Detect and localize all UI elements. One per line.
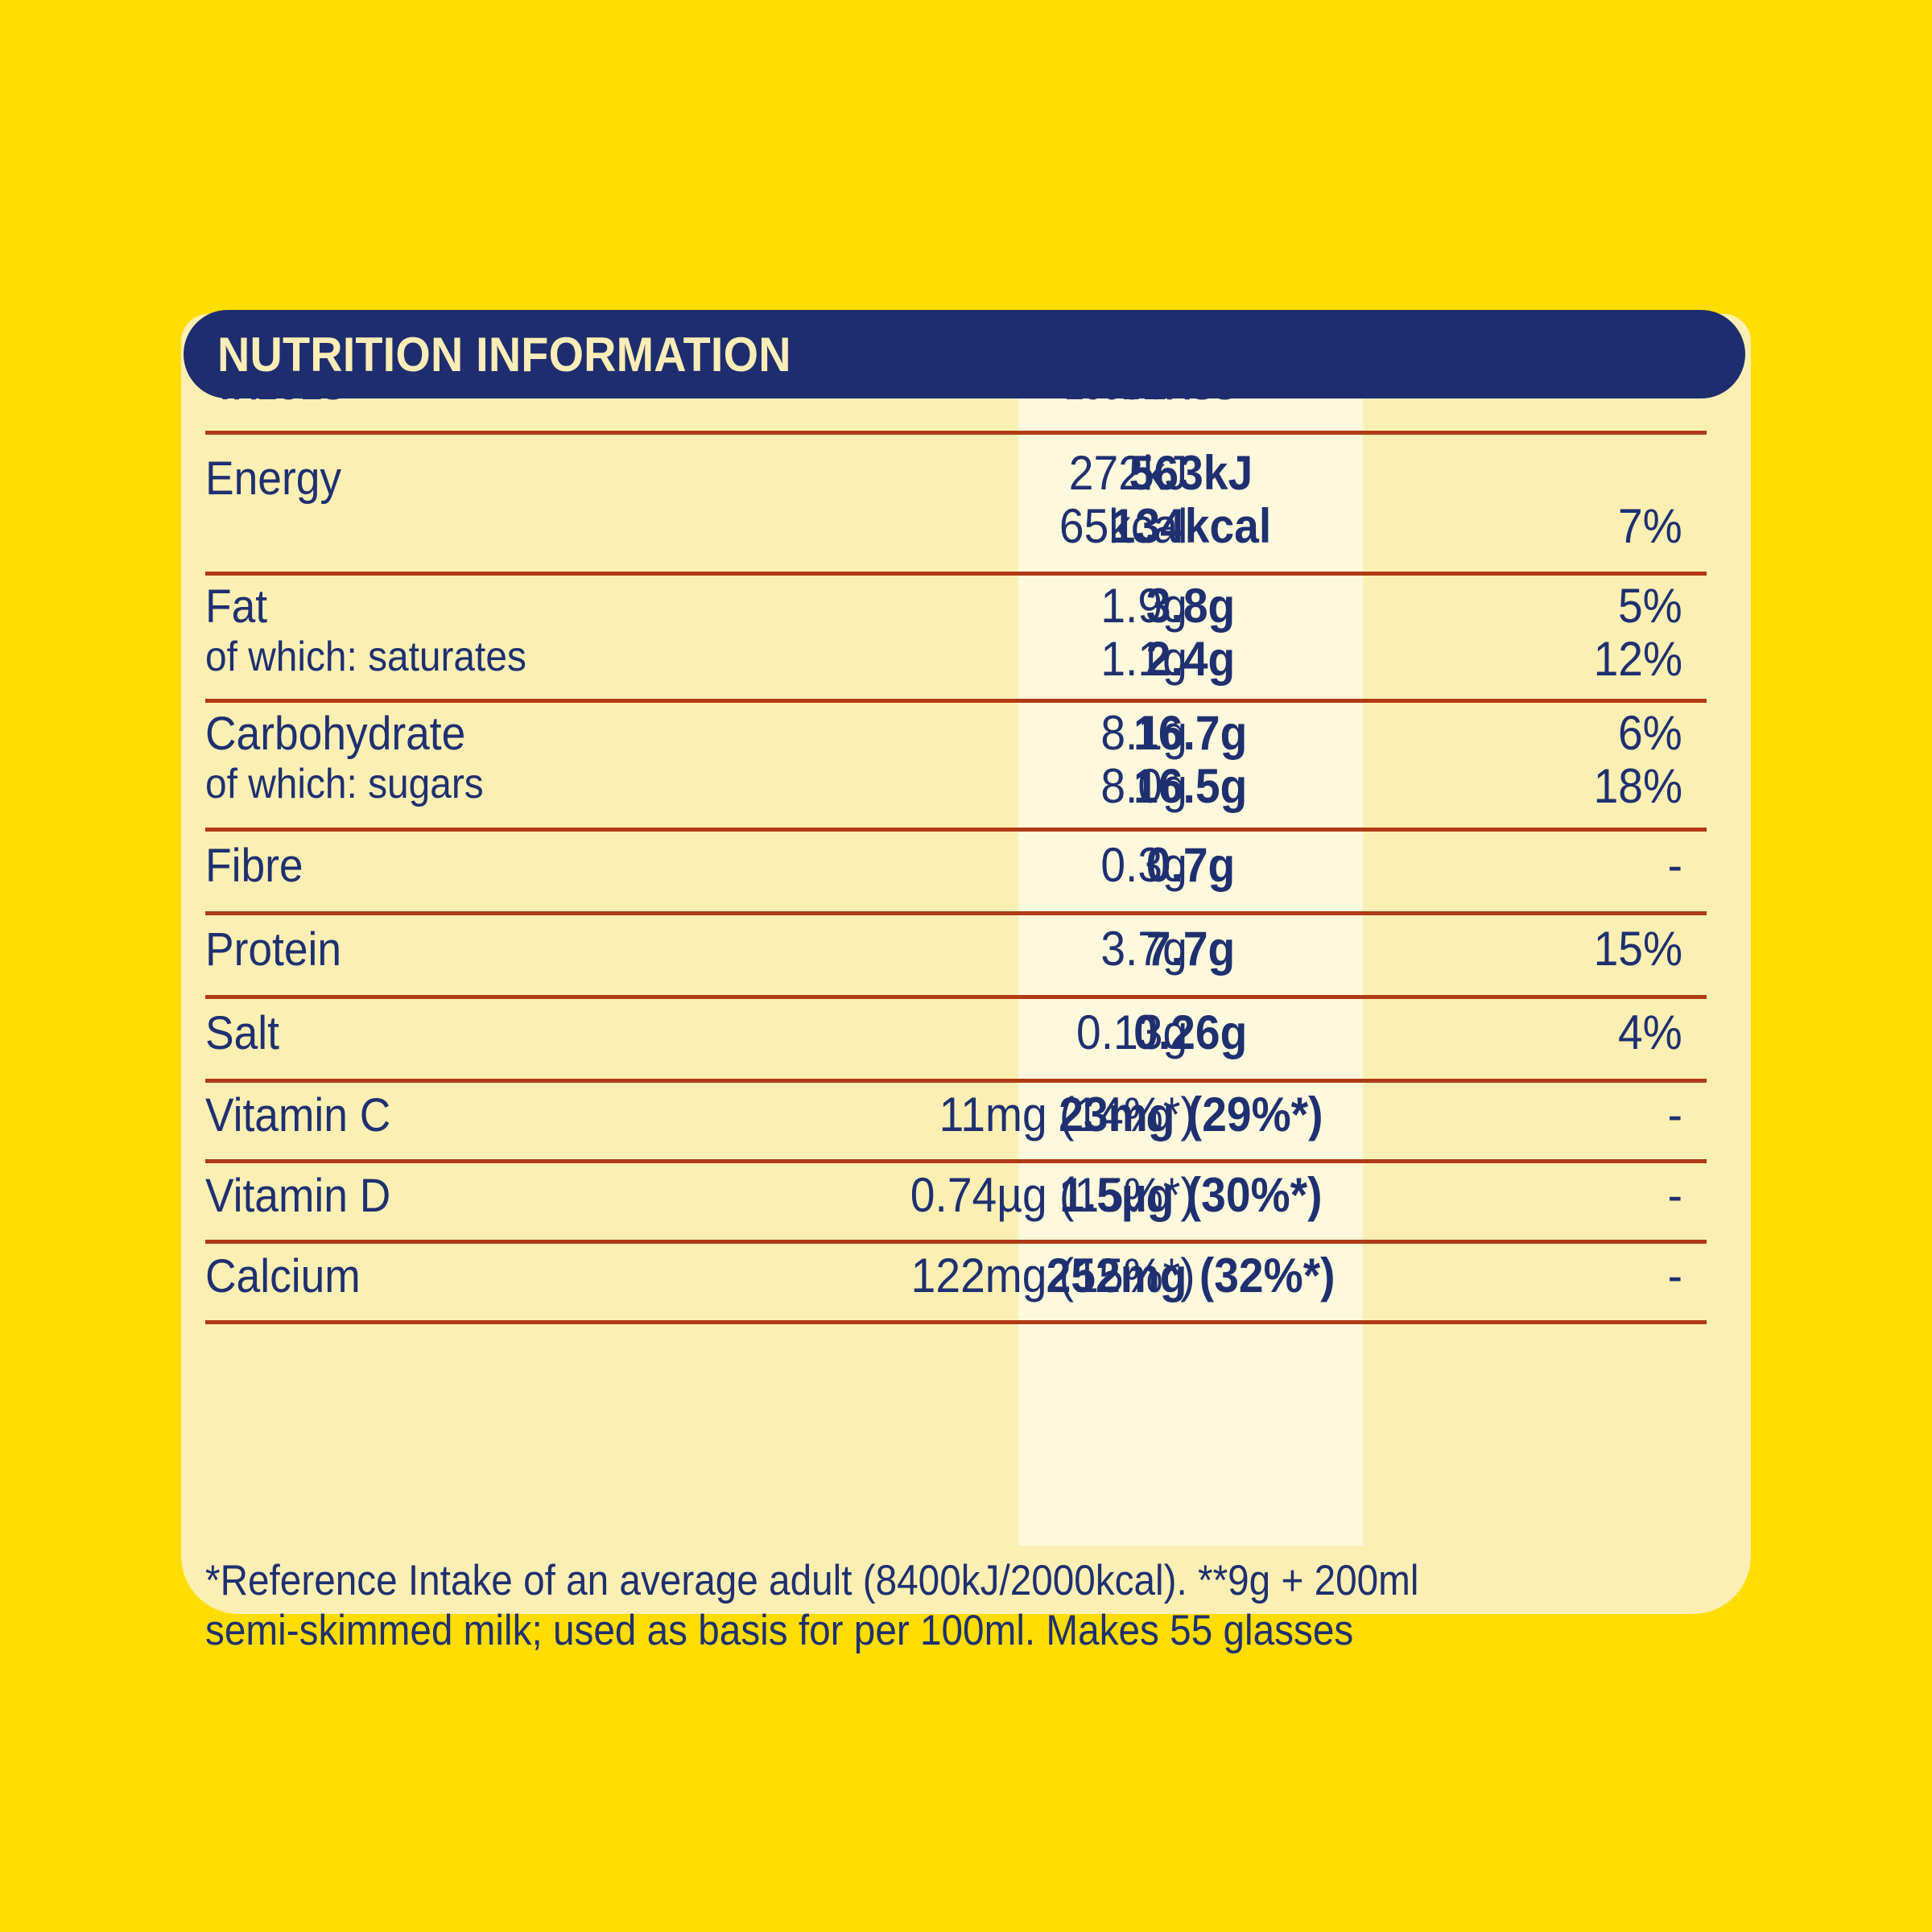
row-per-glass: 16.7g 16.5g [1133,706,1248,813]
row-ri: 5% 12% [1593,579,1682,686]
row-per-glass: 252mg (32%*) [1046,1249,1335,1302]
row-divider [205,828,1707,832]
row-per-glass: 0.7g [1146,838,1236,892]
footnote: *Reference Intake of an average adult (8… [205,1556,1727,1656]
table-row: Energy 272kJ 65kcal 563kJ 134kcal 7% [181,431,1751,572]
row-divider [205,699,1707,703]
row-sub-label: of which: saturates [205,634,526,680]
row-label: Salt [205,1007,279,1059]
footnote-divider-row [181,1320,1751,1325]
banner-title: NUTRITION INFORMATION [217,327,791,382]
row-per-100ml: 0.13g [1075,1005,1187,1059]
row-per-100ml: 0.3g [1100,838,1187,892]
row-per-100ml: 11mg (14%*) [939,1088,1195,1141]
row-divider [205,1240,1707,1244]
row-sub-label: of which: sugars [205,761,484,807]
row-per-100ml: 272kJ 65kcal [1059,446,1187,553]
nutrition-table: TYPICAL VALUES PER 100ml** PER GLASS** %… [181,314,1751,1325]
row-divider [205,1320,1707,1324]
nutrition-card: TYPICAL VALUES PER 100ml** PER GLASS** %… [181,314,1751,1654]
row-per-100ml: 0.74µg (15%*) [910,1168,1195,1222]
row-per-100ml: 3.7g [1100,922,1187,976]
row-label: Vitamin C [205,1089,391,1141]
row-per-100ml: 122mg (15%*) [911,1249,1195,1302]
row-ri: 7% [1618,499,1682,553]
table-row: Calcium 122mg (15%*) 252mg (32%*) - [181,1240,1751,1320]
row-per-100ml: 8.1g 8.0g [1100,706,1187,813]
row-label: Energy [205,452,342,505]
table-row: Vitamin D 0.74µg (15%*) 1.5µg (30%*) - [181,1159,1751,1240]
row-label: Calcium [205,1250,361,1302]
row-ri: 6% 18% [1593,706,1682,813]
row-label: Fibre [205,840,303,892]
row-divider [205,995,1707,999]
row-per-glass: 23mg (29%*) [1058,1088,1323,1141]
footnote-line1: *Reference Intake of an average adult (8… [205,1557,1419,1604]
per-glass-column-highlight [1018,314,1363,1546]
row-ri: - [1667,1249,1682,1302]
row-ri: - [1667,1088,1682,1141]
row-ri: 15% [1593,922,1682,976]
row-divider [205,1079,1707,1083]
row-per-100ml: 1.9g 1.1g [1100,579,1187,686]
nutrition-information-banner: NUTRITION INFORMATION [184,310,1745,398]
footnote-line2: semi-skimmed milk; used as basis for per… [205,1607,1354,1654]
row-ri: - [1667,1168,1682,1222]
row-per-glass: 7.7g [1146,922,1236,976]
table-row: Protein 3.7g 7.7g 15% [181,911,1751,995]
row-ri: - [1667,838,1682,892]
row-label: Carbohydrate [205,708,466,760]
table-row: Vitamin C 11mg (14%*) 23mg (29%*) - [181,1079,1751,1159]
row-per-glass: 0.26g [1133,1005,1248,1059]
row-label: Protein [205,923,342,976]
row-per-glass: 1.5µg (30%*) [1059,1168,1323,1222]
table-row: Carbohydrate of which: sugars 8.1g 8.0g … [181,699,1751,828]
row-ri: 4% [1618,1005,1682,1059]
row-divider [205,572,1707,576]
row-divider [205,911,1707,915]
row-divider [205,1159,1707,1163]
row-per-glass: 563kJ 134kcal [1110,446,1271,553]
row-label: Fat [205,580,268,633]
row-per-glass: 3.8g 2.4g [1146,579,1236,686]
table-row: Salt 0.13g 0.26g 4% [181,995,1751,1079]
table-row: Fat of which: saturates 1.9g 1.1g 3.8g 2… [181,572,1751,699]
row-divider [205,431,1707,435]
row-label: Vitamin D [205,1170,391,1222]
table-row: Fibre 0.3g 0.7g - [181,828,1751,911]
